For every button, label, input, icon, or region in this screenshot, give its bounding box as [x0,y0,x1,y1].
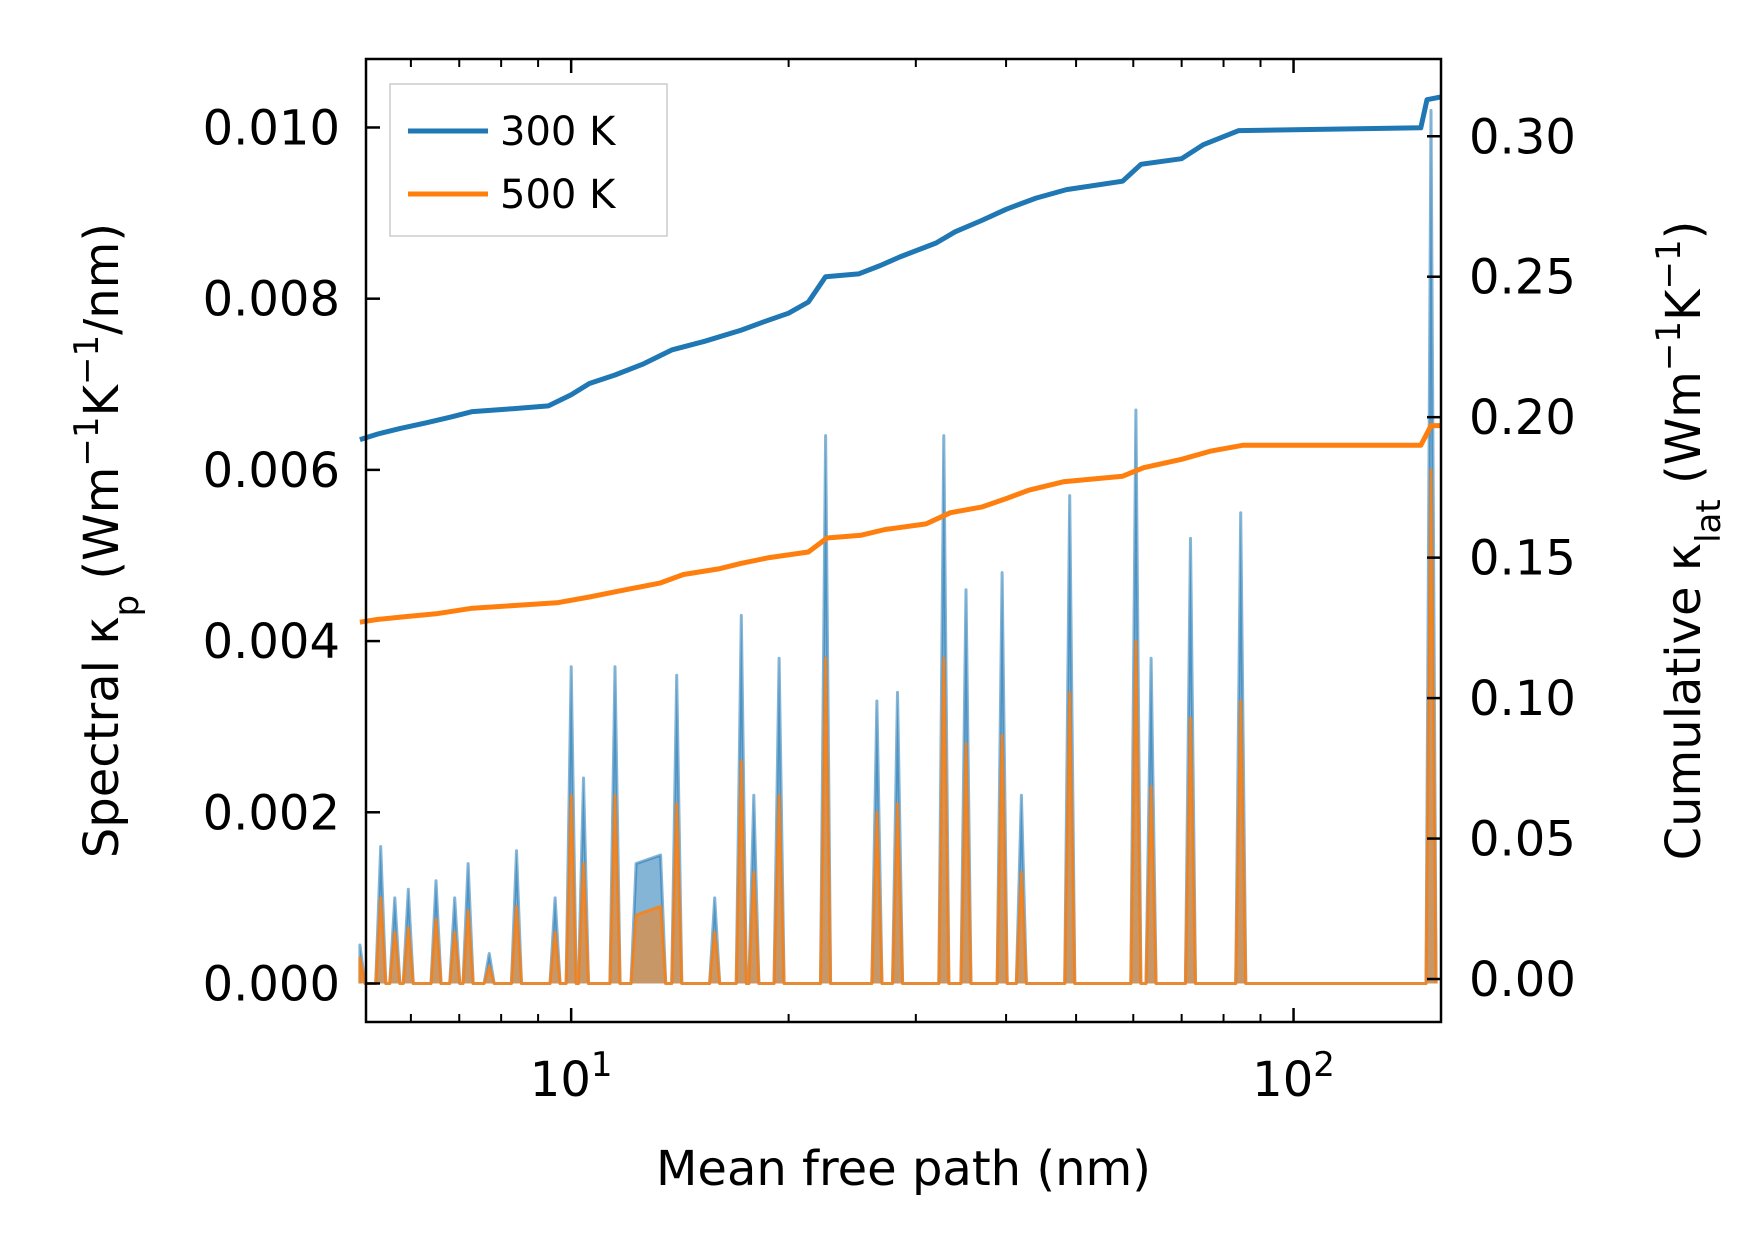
right-y-tick-label: 0.00 [1469,952,1576,1008]
left-y-tick-label: 0.000 [203,956,340,1012]
right-y-label-unit-close: ) [1656,221,1712,240]
right-y-tick-label: 0.10 [1469,671,1576,727]
plot-marks [358,94,1442,985]
right-y-label-mid: K [1656,288,1712,321]
right-y-label-unit-open: (Wm [1656,371,1712,499]
right-y-axis-label: Cumulative κlat (Wm−1K−1) [1649,221,1729,861]
left-y-tick-label: 0.010 [203,100,340,156]
right-y-tick-label: 0.25 [1469,250,1576,306]
spectral-curves [358,108,1438,985]
x-tick-label: 101 [530,1045,613,1108]
right-y-tick-label: 0.15 [1469,531,1576,587]
left-y-label-sup1: −1 [67,417,107,467]
left-y-tick-label: 0.004 [203,614,340,670]
left-y-tick-label: 0.008 [203,272,340,328]
plot-frame [364,57,1443,1024]
legend: 300 K 500 K [389,83,668,237]
right-y-label-sub: lat [1689,499,1729,543]
ticks [366,59,1441,1022]
legend-label-300k: 300 K [500,109,617,155]
cumulative-curves [359,94,1442,625]
legend-label-500k: 500 K [500,172,617,218]
left-y-label-unit-open: (Wm [74,467,130,595]
legend-box [389,83,668,237]
left-y-tick-label: 0.002 [203,785,340,841]
left-y-axis-label: Spectral κp (Wm−1K−1/nm) [67,223,147,858]
x-axis-label: Mean free path (nm) [656,1141,1151,1197]
cumulative-line-500k [359,423,1441,625]
right-y-tick-label: 0.30 [1469,109,1576,165]
cumulative-line-300k [359,94,1442,442]
right-y-tick-label: 0.20 [1469,390,1576,446]
right-y-label-sup1: −1 [1649,321,1689,371]
left-y-label-sup2: −1 [67,335,107,385]
x-tick-label: 102 [1252,1045,1335,1108]
tick-labels: 0.000 0.002 0.004 0.006 0.008 0.010 0.00 0.05 0.… [203,100,1576,1108]
left-y-label-sub: p [107,595,147,617]
left-y-label-unit-close: /nm) [74,223,130,335]
right-y-label-sup2: −1 [1649,239,1689,289]
left-y-label-mid: K [74,384,130,417]
left-y-tick-label: 0.006 [203,443,340,499]
left-y-label-main: Spectral κ [74,616,130,858]
right-y-label-main: Cumulative κ [1656,543,1712,861]
spectral-500k-line [358,468,1438,985]
right-y-tick-label: 0.05 [1469,812,1576,868]
